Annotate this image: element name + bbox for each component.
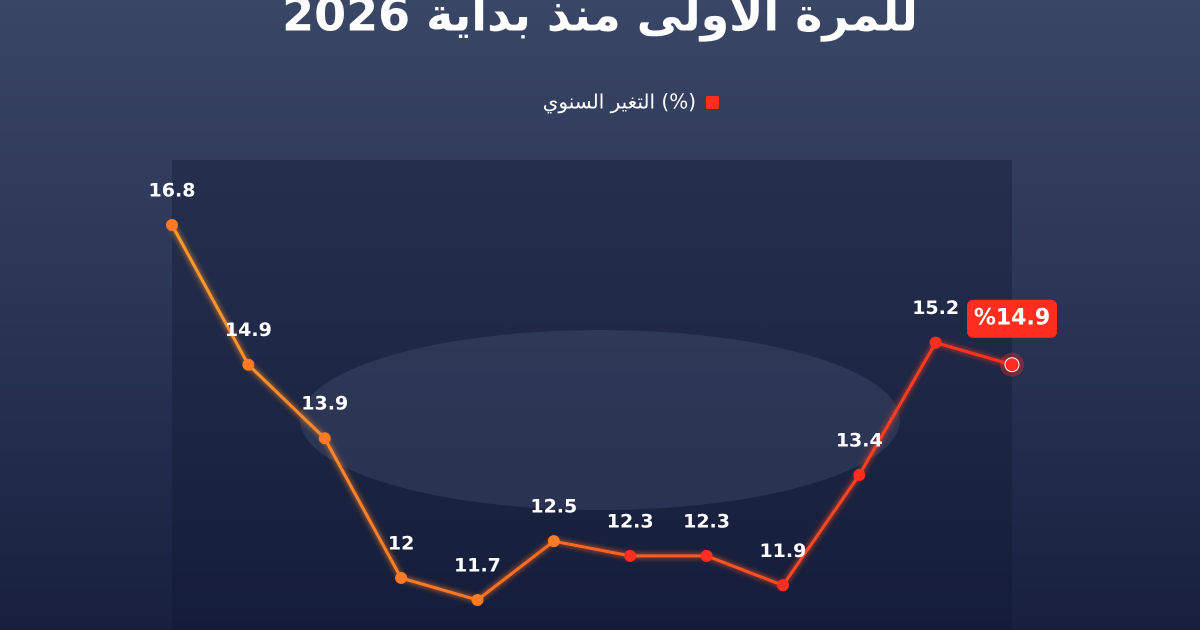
value-label: 12 [388, 532, 414, 554]
value-label: 14.9 [225, 319, 272, 341]
value-label: 12.3 [683, 510, 730, 532]
chart-title: للمرة الأولى منذ بداية 2026 [282, 0, 918, 42]
point [624, 549, 637, 562]
point [929, 336, 942, 349]
point [395, 571, 408, 584]
point [242, 358, 255, 371]
shade [172, 160, 1012, 630]
point [776, 579, 789, 592]
value-label: 11.9 [759, 540, 806, 562]
value-label: %14.9 [974, 306, 1050, 331]
photo-shape [300, 330, 900, 510]
point [1004, 357, 1020, 373]
legend-label: التغير السنوي (%) [543, 90, 696, 115]
line [170, 224, 1013, 602]
legend-swatch [706, 96, 719, 109]
point [471, 594, 484, 606]
value-label: 12.3 [607, 510, 654, 532]
point [853, 469, 866, 481]
callout-box [967, 299, 1057, 338]
value-label: 16.8 [149, 180, 196, 202]
point [547, 535, 560, 548]
value-label: 13.4 [836, 430, 883, 452]
point [700, 549, 713, 562]
value-label: 12.5 [530, 496, 577, 518]
value-label: 15.2 [912, 297, 959, 319]
point [166, 219, 178, 231]
value-label: 13.9 [301, 393, 348, 415]
value-label: 11.7 [454, 555, 501, 577]
point [318, 432, 331, 445]
